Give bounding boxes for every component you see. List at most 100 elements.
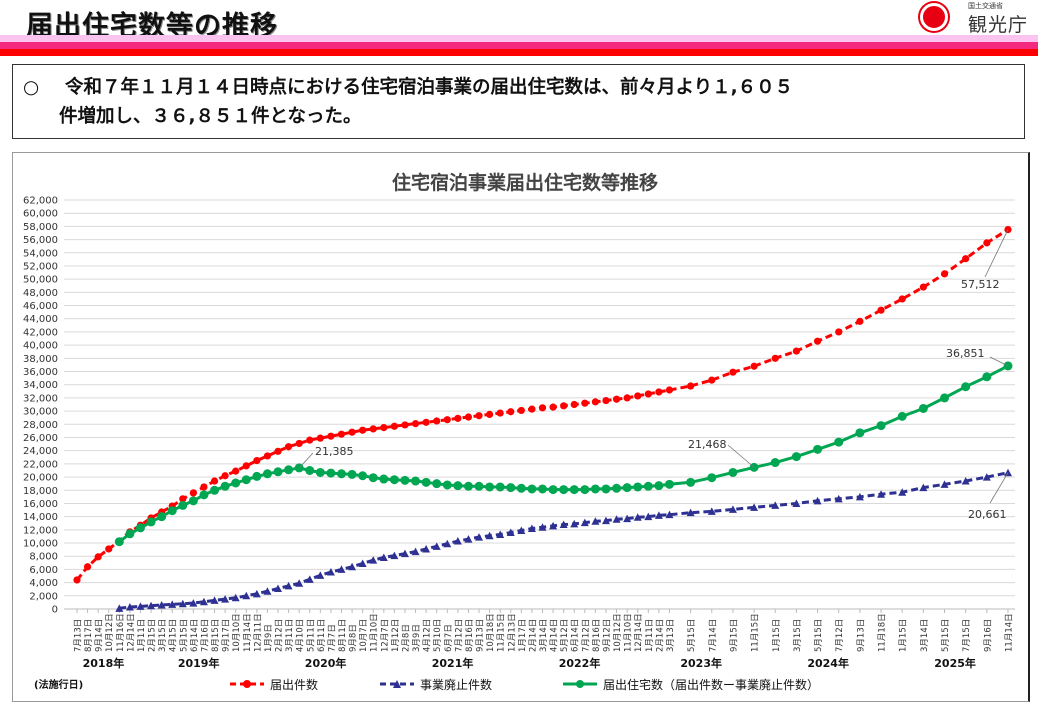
data-point-triangle (242, 591, 251, 600)
y-tick-label: 36,000 (23, 367, 58, 378)
x-tick-label: 12月11日 (253, 613, 263, 652)
data-point (252, 471, 262, 481)
data-point (453, 481, 463, 491)
data-point (262, 469, 272, 479)
data-point (961, 382, 971, 392)
data-point (359, 426, 367, 434)
x-tick-label: 3月11日 (285, 619, 295, 652)
data-point (380, 423, 388, 432)
x-tick-label: 6月14日 (190, 619, 200, 652)
data-point (612, 483, 622, 493)
y-tick-label: 60,000 (23, 209, 58, 220)
data-point-triangle (284, 581, 293, 590)
data-point-triangle (633, 513, 642, 521)
x-tick-label: 5月10日 (433, 619, 443, 652)
data-point (336, 469, 346, 479)
data-point (983, 239, 991, 247)
data-point-triangle (390, 551, 399, 560)
data-point-triangle (475, 533, 484, 541)
x-tick-label: 1月11日 (645, 619, 655, 652)
data-point (855, 428, 865, 438)
x-tick-label: 8月17日 (84, 619, 94, 652)
logo-emblem-icon (920, 3, 948, 31)
data-point-triangle (961, 477, 970, 485)
data-point (485, 482, 495, 492)
x-year-label: 2023年 (680, 656, 722, 670)
y-tick-label: 46,000 (23, 301, 58, 312)
x-tick-label: 8月16日 (465, 619, 475, 652)
data-point-triangle (326, 568, 335, 576)
data-point-triangle (580, 518, 589, 527)
data-point-triangle (570, 519, 579, 528)
data-point (348, 428, 356, 436)
data-label: 21,385 (315, 445, 354, 458)
data-point (125, 529, 135, 539)
x-tick-label: 3月9日 (412, 624, 422, 652)
x-tick-label: 7月15日 (962, 619, 972, 652)
data-point (368, 473, 378, 483)
data-point (813, 444, 823, 454)
data-point-triangle (506, 528, 515, 536)
x-tick-label: 9月15日 (729, 619, 739, 652)
x-year-label: 2025年 (934, 656, 976, 670)
x-tick-label: 12月14日 (126, 613, 136, 652)
y-tick-label: 40,000 (23, 341, 58, 352)
data-point-triangle (221, 595, 230, 603)
x-tick-label: 7月16日 (200, 619, 210, 652)
data-point (411, 476, 421, 486)
data-point (232, 467, 240, 475)
data-point (538, 484, 547, 494)
x-tick-label: 2月8日 (401, 624, 411, 652)
data-point (792, 347, 801, 355)
data-point-triangle (168, 600, 177, 608)
x-tick-label: 6月14日 (571, 619, 581, 652)
y-tick-label: 10,000 (23, 539, 58, 550)
data-point-triangle (665, 510, 674, 519)
data-point (316, 434, 324, 442)
x-year-label: 2019年 (178, 656, 220, 670)
data-point (200, 483, 208, 491)
data-point-triangle (538, 523, 547, 531)
data-point-triangle (147, 601, 156, 610)
data-point-triangle (348, 562, 357, 571)
data-point (548, 485, 558, 495)
x-tick-label: 4月10日 (296, 619, 306, 652)
data-point-triangle (231, 593, 240, 602)
x-tick-label: 1月15日 (899, 619, 909, 652)
x-tick-label: 10月18日 (486, 613, 496, 652)
data-point (655, 388, 663, 396)
header-band-light (0, 35, 1038, 42)
data-point (687, 382, 695, 390)
x-tick-label: 12月7日 (380, 619, 390, 652)
data-point (581, 399, 589, 407)
data-label: 21,468 (688, 438, 727, 451)
x-tick-label: 3月15日 (158, 619, 168, 652)
data-point (105, 545, 113, 553)
x-tick-label: 10月10日 (232, 613, 242, 652)
x-tick-label: 9月8日 (349, 624, 359, 652)
x-tick-label: 6月7日 (444, 624, 454, 652)
x-tick-label: 5月12日 (560, 619, 570, 652)
x-tick-label: 9月14日 (95, 619, 105, 652)
y-tick-label: 56,000 (23, 235, 58, 246)
x-tick-label: 11月15日 (497, 613, 507, 652)
data-point-triangle (252, 589, 261, 598)
header-band-mid (0, 42, 1038, 49)
data-point-triangle (422, 544, 431, 553)
data-point-triangle (855, 492, 864, 501)
data-point (146, 517, 156, 527)
x-tick-label: 5月15日 (814, 619, 824, 652)
logo-agency: 観光庁 (968, 14, 1029, 36)
data-point-triangle (792, 499, 801, 507)
chart-container (12, 152, 1030, 702)
data-point (253, 456, 261, 465)
x-tick-label: 9月17日 (222, 619, 232, 652)
data-point (306, 436, 314, 444)
annotation-leader (984, 229, 1009, 278)
data-point (421, 477, 431, 487)
data-point (73, 576, 81, 584)
data-point-triangle (411, 547, 420, 556)
data-point-triangle (686, 508, 695, 517)
x-tick-label: 12月14日 (634, 613, 644, 652)
x-tick-label: 1月12日 (391, 619, 401, 652)
